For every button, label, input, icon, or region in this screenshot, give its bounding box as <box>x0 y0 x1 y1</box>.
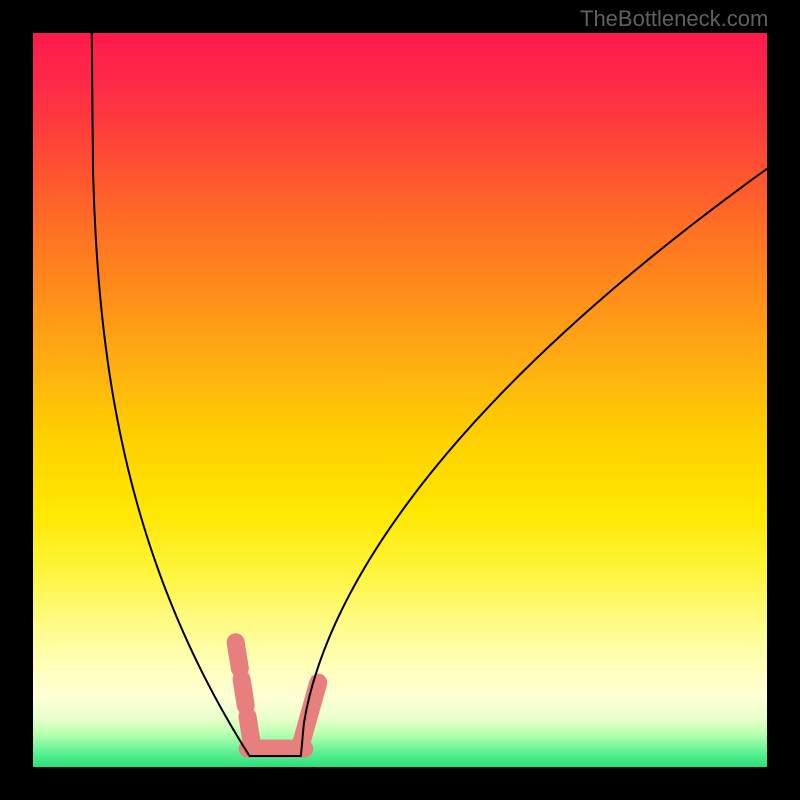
watermark-text: TheBottleneck.com <box>580 6 768 32</box>
chart-svg <box>33 33 767 767</box>
gradient-background <box>33 33 767 767</box>
